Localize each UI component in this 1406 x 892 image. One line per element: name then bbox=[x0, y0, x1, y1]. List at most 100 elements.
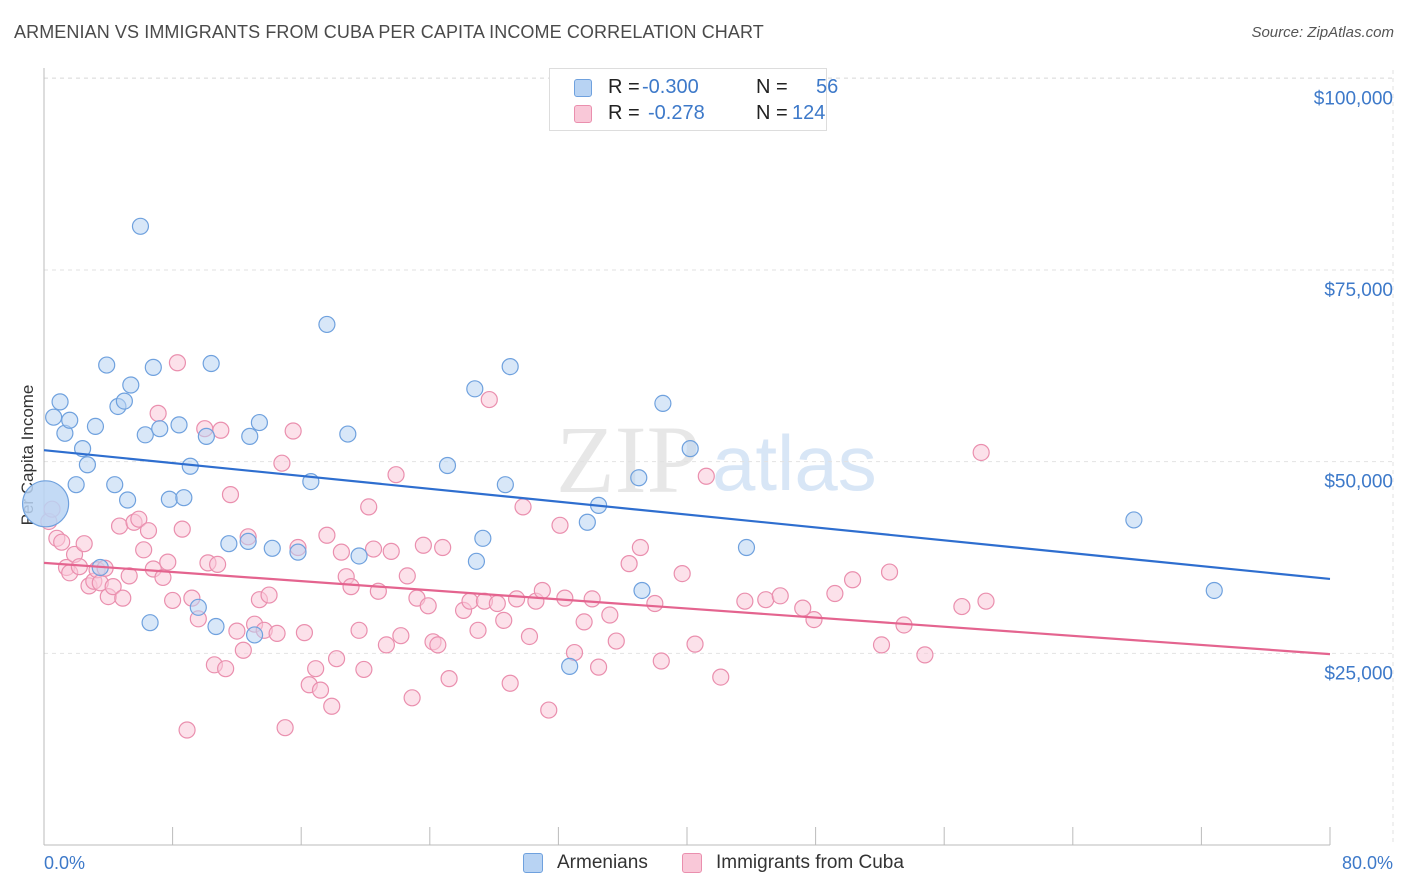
cuba-point bbox=[514, 498, 532, 516]
armenians-point bbox=[630, 469, 648, 487]
cuba-point bbox=[178, 721, 196, 739]
armenians-point bbox=[241, 427, 259, 445]
cuba-point bbox=[228, 622, 246, 640]
armenians-point bbox=[350, 547, 368, 565]
armenians-point bbox=[250, 413, 269, 432]
armenians-legend-swatch bbox=[523, 853, 543, 873]
x-tick-label-min: 0.0% bbox=[44, 853, 85, 873]
cuba-point bbox=[284, 422, 302, 440]
trend-lines bbox=[43, 449, 1331, 656]
cuba-point bbox=[419, 597, 437, 615]
armenians-point bbox=[207, 617, 225, 636]
cuba-point bbox=[323, 697, 341, 715]
armenians-point bbox=[115, 392, 133, 410]
armenians-point bbox=[681, 440, 699, 458]
cuba-point bbox=[273, 454, 291, 472]
armenians-point bbox=[197, 427, 215, 445]
cuba-point bbox=[318, 526, 336, 544]
armenians-point bbox=[654, 394, 672, 412]
y-tick-label: $100,000 bbox=[1314, 88, 1393, 109]
cuba-point bbox=[631, 538, 649, 557]
watermark-atlas: atlas bbox=[712, 419, 877, 507]
cuba-point bbox=[556, 589, 574, 607]
cuba-point bbox=[607, 632, 625, 650]
armenians-swatch bbox=[574, 79, 592, 97]
cuba-point bbox=[461, 592, 479, 610]
cuba-point bbox=[601, 606, 619, 624]
cuba-point bbox=[377, 636, 395, 654]
cuba-point bbox=[327, 650, 346, 668]
cuba-point bbox=[916, 646, 934, 664]
cuba-point bbox=[533, 581, 551, 600]
armenians-point bbox=[189, 598, 207, 616]
cuba-point bbox=[149, 404, 167, 422]
cuba-point bbox=[551, 516, 569, 534]
armenians-point bbox=[106, 476, 124, 494]
armenians-point bbox=[1205, 581, 1223, 600]
cuba-point bbox=[712, 668, 730, 686]
cuba-trend-line bbox=[43, 561, 1331, 656]
cuba-point bbox=[387, 466, 405, 484]
cuba-point bbox=[135, 541, 153, 559]
legend-r-value: -0.278 bbox=[648, 102, 705, 124]
armenians-point bbox=[131, 217, 150, 235]
cuba-point bbox=[364, 540, 383, 558]
cuba-point bbox=[434, 538, 452, 557]
cuba-point bbox=[110, 517, 129, 535]
cuba-point bbox=[771, 587, 789, 605]
cuba-point bbox=[488, 594, 506, 613]
cuba-point bbox=[697, 467, 715, 485]
armenians-point bbox=[141, 614, 159, 632]
armenians-point bbox=[45, 408, 63, 426]
armenians-point bbox=[220, 535, 238, 553]
armenians-point bbox=[67, 476, 85, 494]
cuba-point bbox=[159, 553, 177, 571]
series-immigrants-from-cuba bbox=[40, 354, 995, 739]
cuba-swatch bbox=[574, 105, 592, 123]
armenians-point bbox=[263, 539, 281, 557]
armenians-point bbox=[151, 420, 169, 438]
chart-source: Source: ZipAtlas.com bbox=[1251, 24, 1394, 41]
cuba-point bbox=[977, 592, 995, 610]
cuba-point bbox=[392, 627, 410, 645]
cuba-point bbox=[843, 571, 862, 589]
cuba-point bbox=[114, 589, 132, 607]
cuba-point bbox=[276, 719, 294, 737]
cuba-point bbox=[139, 522, 158, 540]
armenians-point bbox=[561, 657, 579, 675]
legend-label: Armenians bbox=[557, 852, 648, 873]
cuba-point bbox=[360, 498, 378, 516]
cuba-point bbox=[307, 660, 325, 678]
legend-n-label: N = bbox=[756, 76, 788, 98]
cuba-point bbox=[212, 421, 230, 439]
armenians-point bbox=[737, 538, 756, 557]
cuba-point bbox=[268, 624, 286, 643]
cuba-point bbox=[104, 578, 122, 596]
legend-label: Immigrants from Cuba bbox=[716, 852, 904, 873]
cuba-point bbox=[583, 590, 601, 608]
cuba-point bbox=[673, 564, 691, 583]
cuba-point bbox=[295, 624, 314, 642]
armenians-trend-line bbox=[43, 449, 1331, 581]
armenians-point bbox=[98, 356, 116, 374]
legend-n-value: 56 bbox=[816, 76, 839, 98]
armenians-point bbox=[122, 376, 140, 394]
cuba-point bbox=[972, 443, 990, 462]
y-tick-label: $75,000 bbox=[1324, 280, 1393, 301]
cuba-point bbox=[173, 520, 191, 538]
armenians-point bbox=[467, 552, 486, 570]
cuba-point bbox=[686, 635, 704, 653]
legend-r-value: -0.300 bbox=[642, 76, 699, 98]
armenians-point bbox=[466, 380, 484, 398]
cuba-point bbox=[736, 592, 754, 610]
axes bbox=[43, 68, 1331, 846]
cuba-point bbox=[209, 555, 227, 574]
armenians-point bbox=[245, 626, 264, 644]
y-tick-label: $25,000 bbox=[1324, 663, 1393, 684]
cuba-point bbox=[589, 658, 608, 676]
watermark: ZIP atlas bbox=[556, 406, 877, 513]
legend-n-value: 124 bbox=[792, 102, 826, 124]
cuba-point bbox=[217, 660, 235, 678]
cuba-point bbox=[520, 627, 539, 646]
